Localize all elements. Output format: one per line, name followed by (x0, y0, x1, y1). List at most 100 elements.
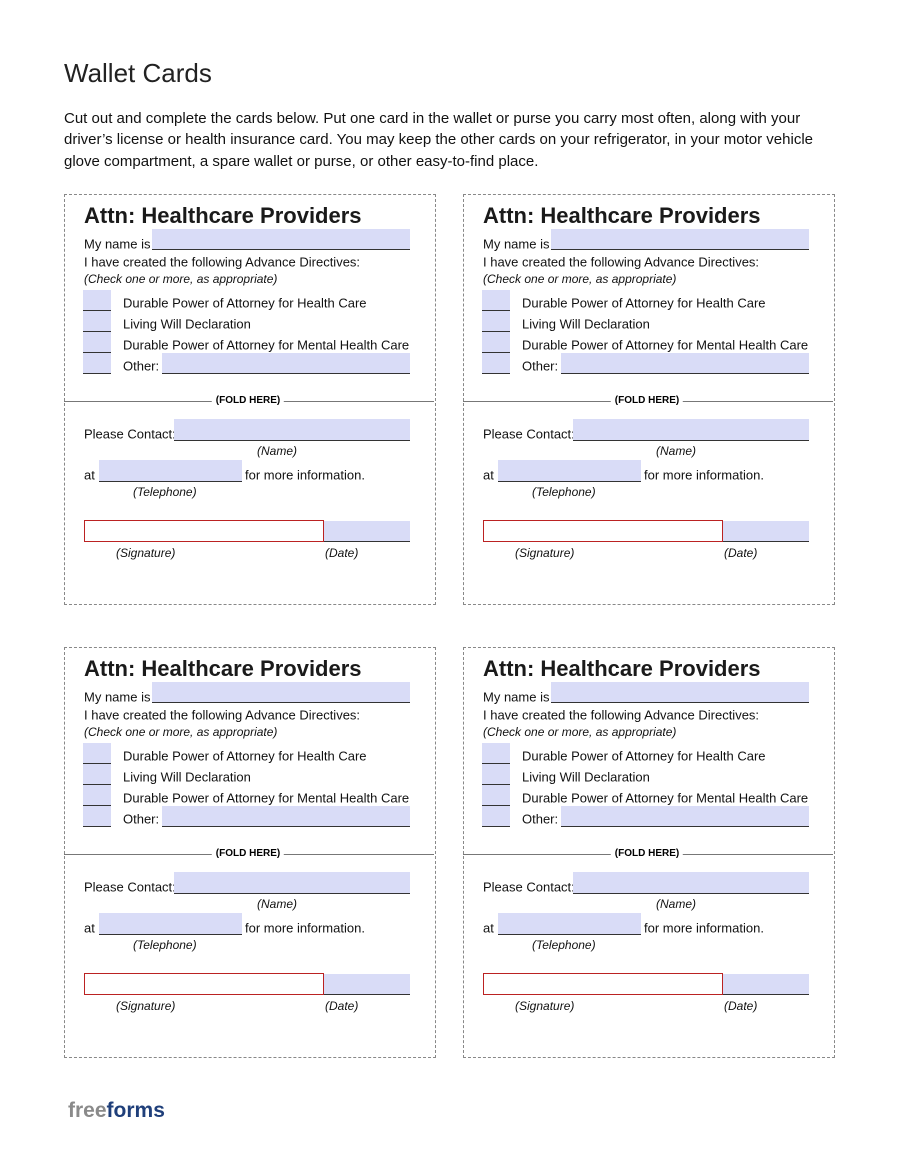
checkbox (83, 353, 111, 374)
name-field (551, 229, 809, 250)
date-field (723, 521, 809, 542)
option-label: Other: (123, 811, 160, 827)
at-label: at (84, 920, 95, 936)
date-caption: (Date) (325, 546, 359, 560)
checkbox (482, 764, 510, 785)
checkbox (482, 290, 510, 311)
other-field (561, 353, 809, 374)
fold-label: (FOLD HERE) (211, 849, 285, 859)
wallet-card: Attn: Healthcare Providers My name is I ha… (64, 194, 436, 605)
date-caption: (Date) (724, 999, 758, 1013)
card-title: Attn: Healthcare Providers (84, 656, 362, 681)
card-title: Attn: Healthcare Providers (483, 656, 761, 681)
directives-intro: I have created the following Advance Dir… (483, 254, 760, 270)
fold-label: (FOLD HERE) (610, 849, 684, 859)
wallet-card: Attn: Healthcare Providers My name is I ha… (463, 194, 835, 605)
name-caption: (Name) (257, 444, 298, 458)
fold-label: (FOLD HERE) (610, 396, 684, 406)
option-label: Durable Power of Attorney for Mental Hea… (123, 337, 410, 353)
wallet-card: Attn: Healthcare Providers My name is I ha… (463, 647, 835, 1058)
check-note: (Check one or more, as appropriate) (84, 272, 278, 286)
card-title: Attn: Healthcare Providers (84, 203, 362, 228)
date-caption: (Date) (325, 999, 359, 1013)
checkbox (482, 311, 510, 332)
directives-intro: I have created the following Advance Dir… (483, 707, 760, 723)
contact-name-field (573, 419, 809, 441)
name-field (152, 682, 410, 703)
contact-label: Please Contact: (84, 879, 176, 895)
contact-name-field (573, 872, 809, 894)
option-label: Durable Power of Attorney for Mental Hea… (123, 790, 410, 806)
phone-caption: (Telephone) (133, 938, 197, 952)
option-label: Other: (522, 358, 559, 374)
option-label: Durable Power of Attorney for Mental Hea… (522, 337, 809, 353)
contact-name-field (174, 872, 410, 894)
name-label: My name is (84, 689, 151, 705)
phone-caption: (Telephone) (532, 938, 596, 952)
contact-label: Please Contact: (483, 879, 575, 895)
more-info: for more information. (644, 467, 764, 483)
checkbox (83, 785, 111, 806)
at-label: at (483, 467, 494, 483)
checkbox (482, 353, 510, 374)
checkbox (83, 332, 111, 353)
logo: freeforms (68, 1100, 165, 1121)
name-label: My name is (483, 236, 550, 252)
other-field (162, 353, 410, 374)
telephone-field (99, 913, 242, 935)
directives-intro: I have created the following Advance Dir… (84, 254, 361, 270)
fold-label: (FOLD HERE) (211, 396, 285, 406)
contact-label: Please Contact: (84, 426, 176, 442)
signature-caption: (Signature) (116, 999, 176, 1013)
telephone-field (99, 460, 242, 482)
option-label: Durable Power of Attorney for Health Car… (522, 748, 766, 764)
logo-part: forms (106, 1099, 165, 1122)
name-caption: (Name) (656, 444, 697, 458)
telephone-field (498, 913, 641, 935)
phone-caption: (Telephone) (133, 485, 197, 499)
option-label: Living Will Declaration (522, 769, 650, 785)
option-label: Other: (123, 358, 160, 374)
checkbox (482, 743, 510, 764)
option-label: Durable Power of Attorney for Health Car… (123, 748, 367, 764)
intro-line: Cut out and complete the cards below. Pu… (64, 110, 801, 127)
wallet-card: Attn: Healthcare Providers My name is I ha… (64, 647, 436, 1058)
option-label: Living Will Declaration (522, 316, 650, 332)
date-field (324, 521, 410, 542)
checkbox (83, 290, 111, 311)
name-caption: (Name) (656, 897, 697, 911)
signature-field (84, 973, 324, 995)
checkbox (83, 743, 111, 764)
directives-intro: I have created the following Advance Dir… (84, 707, 361, 723)
contact-name-field (174, 419, 410, 441)
other-field (162, 806, 410, 827)
signature-field (483, 520, 723, 542)
card-title: Attn: Healthcare Providers (483, 203, 761, 228)
check-note: (Check one or more, as appropriate) (483, 272, 677, 286)
signature-caption: (Signature) (515, 546, 575, 560)
date-field (723, 974, 809, 995)
checkbox (482, 806, 510, 827)
phone-caption: (Telephone) (532, 485, 596, 499)
checkbox (83, 764, 111, 785)
logo-part: free (68, 1099, 107, 1122)
more-info: for more information. (245, 467, 365, 483)
date-field (324, 974, 410, 995)
check-note: (Check one or more, as appropriate) (84, 725, 278, 739)
page-title: Wallet Cards (64, 58, 212, 88)
option-label: Durable Power of Attorney for Mental Hea… (522, 790, 809, 806)
option-label: Living Will Declaration (123, 769, 251, 785)
name-field (152, 229, 410, 250)
name-caption: (Name) (257, 897, 298, 911)
option-label: Other: (522, 811, 559, 827)
signature-field (483, 973, 723, 995)
name-label: My name is (84, 236, 151, 252)
more-info: for more information. (245, 920, 365, 936)
at-label: at (84, 467, 95, 483)
signature-field (84, 520, 324, 542)
name-field (551, 682, 809, 703)
intro-line: driver’s license or health insurance car… (64, 131, 814, 148)
checkbox (83, 806, 111, 827)
signature-caption: (Signature) (515, 999, 575, 1013)
